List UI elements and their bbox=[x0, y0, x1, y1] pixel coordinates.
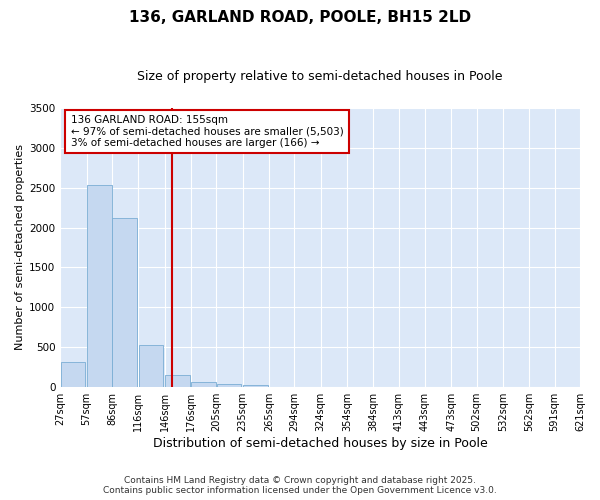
X-axis label: Distribution of semi-detached houses by size in Poole: Distribution of semi-detached houses by … bbox=[153, 437, 488, 450]
Title: Size of property relative to semi-detached houses in Poole: Size of property relative to semi-detach… bbox=[137, 70, 503, 83]
Text: 136, GARLAND ROAD, POOLE, BH15 2LD: 136, GARLAND ROAD, POOLE, BH15 2LD bbox=[129, 10, 471, 25]
Bar bbox=[61, 362, 85, 387]
Bar bbox=[112, 218, 137, 387]
Text: 136 GARLAND ROAD: 155sqm
← 97% of semi-detached houses are smaller (5,503)
3% of: 136 GARLAND ROAD: 155sqm ← 97% of semi-d… bbox=[71, 115, 343, 148]
Text: Contains HM Land Registry data © Crown copyright and database right 2025.
Contai: Contains HM Land Registry data © Crown c… bbox=[103, 476, 497, 495]
Bar bbox=[243, 385, 268, 387]
Bar bbox=[191, 382, 216, 387]
Bar bbox=[165, 375, 190, 387]
Y-axis label: Number of semi-detached properties: Number of semi-detached properties bbox=[15, 144, 25, 350]
Bar bbox=[139, 345, 163, 387]
Bar bbox=[217, 384, 241, 387]
Bar bbox=[87, 185, 112, 387]
